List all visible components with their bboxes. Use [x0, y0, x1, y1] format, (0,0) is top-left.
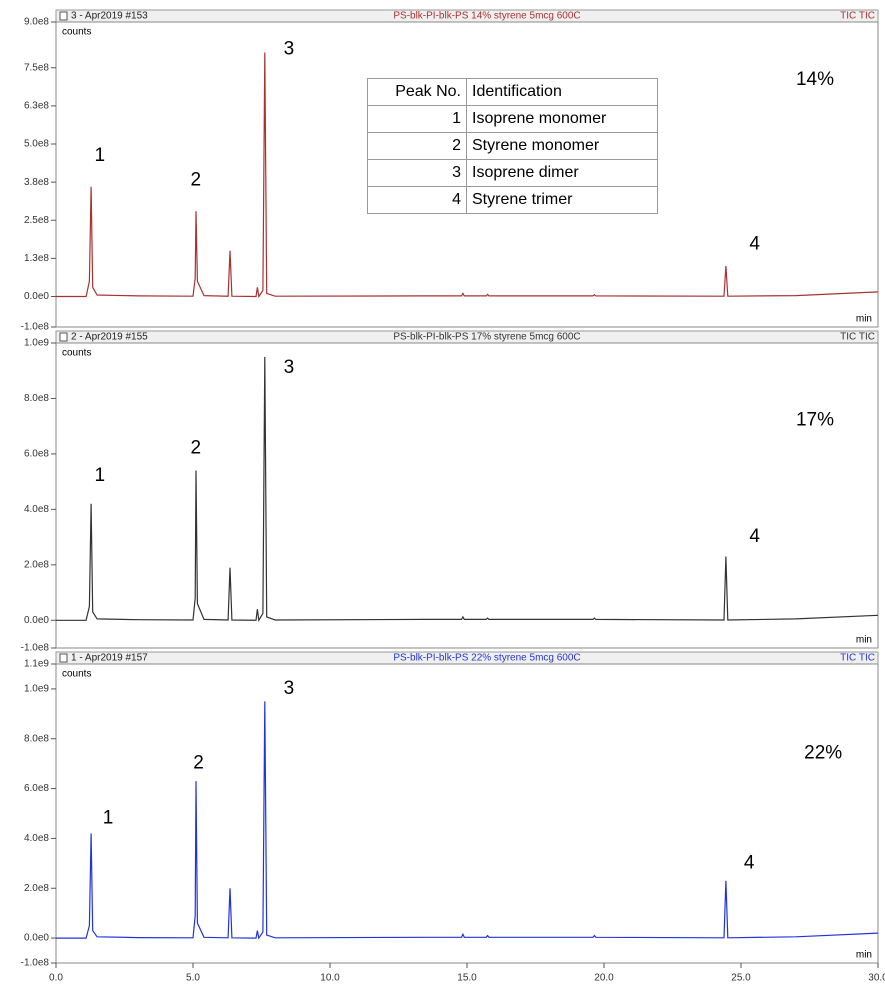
table-cell: 2 — [367, 132, 467, 160]
y-axis-label: counts — [62, 669, 91, 680]
y-tick-label: 6.0e8 — [24, 783, 49, 794]
header-right: TIC TIC — [840, 653, 875, 664]
table-row: 4 Styrene trimer — [367, 186, 658, 214]
table-header-cell: Identification — [466, 78, 658, 106]
x-tick-label: 10.0 — [320, 973, 340, 984]
y-tick-label: 6.0e8 — [24, 449, 49, 460]
y-tick-label: 8.0e8 — [24, 733, 49, 744]
y-tick-label: 9.0e8 — [24, 17, 49, 28]
y-tick-label: 0.0e0 — [24, 933, 49, 944]
table-cell: Styrene monomer — [466, 132, 658, 160]
trace — [56, 52, 879, 299]
plot-area — [55, 663, 879, 964]
header-icon — [59, 11, 68, 21]
annotation: 14% — [796, 69, 834, 90]
header-left: 1 - Apr2019 #157 — [71, 653, 148, 664]
peak-table: Peak No. Identification 1 Isoprene monomer 2… — [367, 78, 658, 214]
y-tick-label: 1.3e8 — [24, 253, 49, 264]
y-tick-label: 1.1e9 — [24, 659, 49, 670]
y-tick-label: -1.0e8 — [21, 322, 50, 333]
y-tick-label: 0.0e0 — [24, 615, 49, 626]
table-row: 2 Styrene monomer — [367, 132, 658, 160]
x-tick-label: 30.0 — [868, 973, 885, 984]
y-tick-label: -1.0e8 — [21, 958, 50, 969]
y-tick-label: 2.0e8 — [24, 559, 49, 570]
x-tick-label: 20.0 — [594, 973, 614, 984]
y-tick-label: 1.0e9 — [24, 684, 49, 695]
y-tick-label: 2.0e8 — [24, 883, 49, 894]
annotation: 3 — [284, 678, 295, 699]
table-row: 3 Isoprene dimer — [367, 159, 658, 187]
annotation: 4 — [744, 852, 755, 873]
table-cell: 3 — [367, 159, 467, 187]
table-cell: Isoprene dimer — [466, 159, 658, 187]
annotation: 4 — [749, 234, 760, 255]
table-cell: Styrene trimer — [466, 186, 658, 214]
header-icon — [59, 332, 68, 342]
panel-title: PS-blk-PI-blk-PS 17% styrene 5mcg 600C — [393, 332, 580, 343]
header-right: TIC TIC — [840, 11, 875, 22]
header-left: 2 - Apr2019 #155 — [71, 332, 148, 343]
y-tick-label: 6.3e8 — [24, 101, 49, 112]
annotation: 3 — [284, 38, 295, 59]
panel-title: PS-blk-PI-blk-PS 22% styrene 5mcg 600C — [393, 653, 580, 664]
annotation: 22% — [804, 743, 842, 764]
y-axis-label: counts — [62, 348, 91, 359]
y-tick-label: 1.0e9 — [24, 338, 49, 349]
header-icon — [59, 653, 68, 663]
annotation: 1 — [103, 807, 114, 828]
x-tick-label: 0.0 — [49, 973, 63, 984]
annotation: 4 — [749, 526, 760, 547]
annotation: 2 — [190, 170, 201, 191]
y-tick-label: 4.0e8 — [24, 833, 49, 844]
y-tick-label: 7.5e8 — [24, 62, 49, 73]
y-tick-label: 4.0e8 — [24, 504, 49, 515]
table-cell: 1 — [367, 105, 467, 133]
y-axis-label: counts — [62, 27, 91, 38]
trace — [56, 701, 879, 940]
y-tick-label: 3.8e8 — [24, 177, 49, 188]
x-axis-label: min — [856, 635, 872, 646]
plot-area — [55, 342, 879, 649]
table-header-row: Peak No. Identification — [367, 78, 658, 106]
x-tick-label: 5.0 — [186, 973, 200, 984]
y-tick-label: 0.0e0 — [24, 291, 49, 302]
x-axis-label: min — [856, 314, 872, 325]
annotation: 3 — [284, 357, 295, 378]
annotation: 1 — [95, 145, 106, 166]
annotation: 17% — [796, 410, 834, 431]
x-tick-label: 25.0 — [731, 973, 751, 984]
header-right: TIC TIC — [840, 332, 875, 343]
y-tick-label: -1.0e8 — [21, 643, 50, 654]
table-row: 1 Isoprene monomer — [367, 105, 658, 133]
table-cell: Isoprene monomer — [466, 105, 658, 133]
annotation: 1 — [95, 465, 106, 486]
table-header-cell: Peak No. — [367, 78, 467, 106]
panel-title: PS-blk-PI-blk-PS 14% styrene 5mcg 600C — [393, 11, 580, 22]
x-tick-label: 15.0 — [457, 973, 477, 984]
y-tick-label: 8.0e8 — [24, 393, 49, 404]
annotation: 2 — [193, 753, 204, 774]
annotation: 2 — [190, 437, 201, 458]
x-axis-label: min — [856, 950, 872, 961]
trace — [56, 356, 879, 623]
y-tick-label: 2.5e8 — [24, 215, 49, 226]
header-left: 3 - Apr2019 #153 — [71, 11, 148, 22]
y-tick-label: 5.0e8 — [24, 139, 49, 150]
table-cell: 4 — [367, 186, 467, 214]
